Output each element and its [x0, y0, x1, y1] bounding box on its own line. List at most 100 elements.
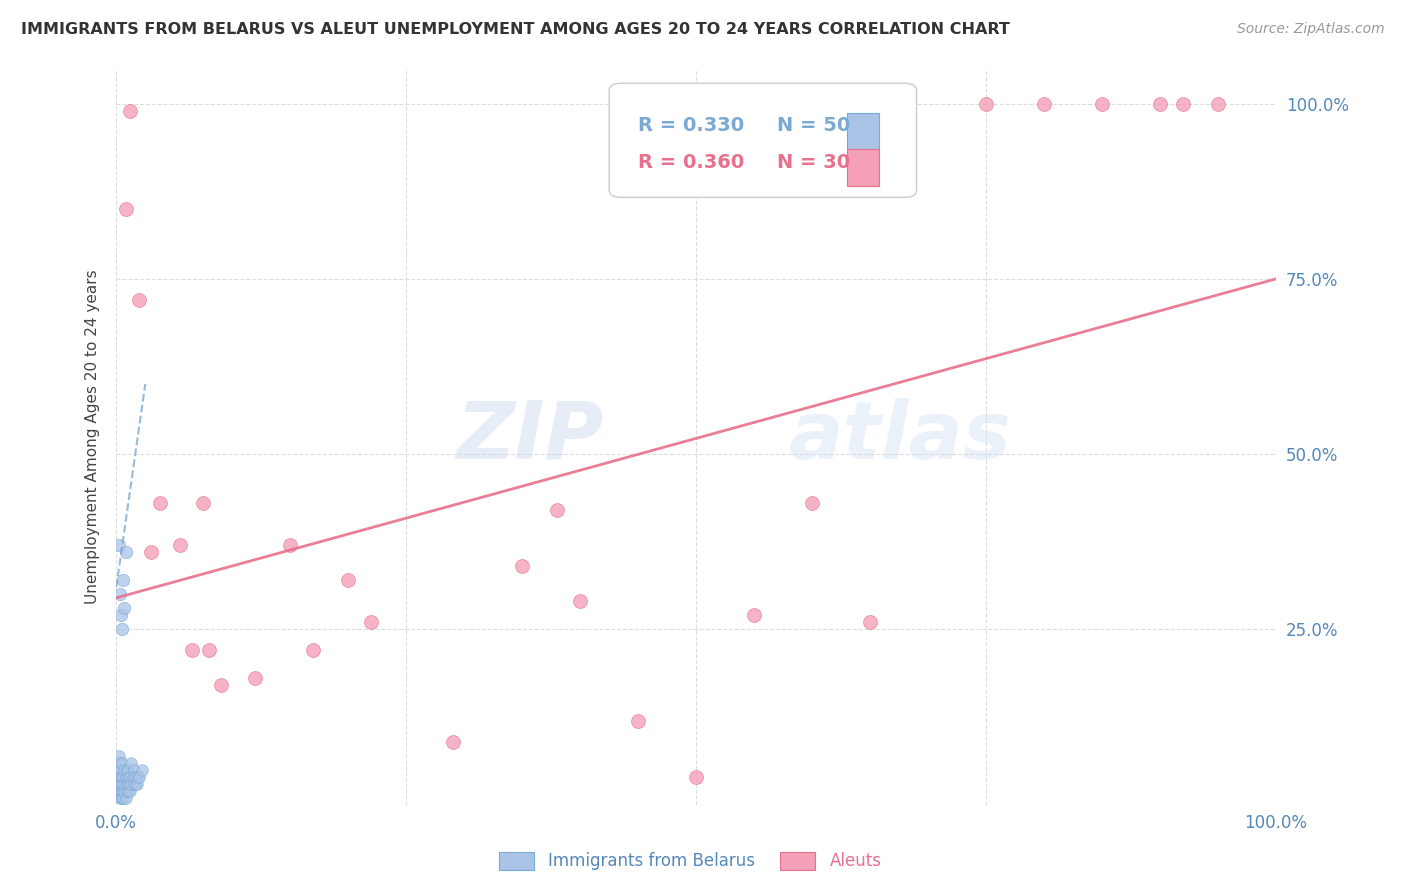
- Point: [149, 496, 172, 510]
- Point: [111, 623, 134, 637]
- Point: [360, 615, 382, 630]
- Point: [121, 770, 143, 784]
- Point: [209, 678, 232, 692]
- Point: [111, 777, 134, 791]
- Point: [245, 672, 267, 686]
- Point: [337, 574, 360, 588]
- Point: [114, 770, 136, 784]
- Point: [742, 608, 765, 623]
- Point: [120, 756, 142, 770]
- Point: [117, 783, 139, 797]
- Point: [114, 202, 136, 216]
- Text: Source: ZipAtlas.com: Source: ZipAtlas.com: [1237, 22, 1385, 37]
- Point: [120, 783, 142, 797]
- Point: [124, 770, 146, 784]
- Point: [107, 783, 129, 797]
- Point: [110, 763, 132, 777]
- Point: [110, 790, 132, 805]
- Point: [122, 777, 145, 791]
- Point: [110, 777, 132, 791]
- Point: [510, 559, 533, 574]
- Point: [111, 770, 134, 784]
- Point: [118, 770, 141, 784]
- Point: [111, 783, 134, 797]
- Text: N = 50: N = 50: [778, 117, 851, 136]
- Point: [112, 790, 135, 805]
- Point: [108, 783, 131, 797]
- Point: [198, 643, 221, 657]
- Point: [117, 777, 139, 791]
- Point: [108, 756, 131, 770]
- Point: [115, 783, 138, 797]
- Point: [111, 790, 134, 805]
- Point: [1091, 96, 1114, 111]
- Text: Aleuts: Aleuts: [830, 852, 882, 870]
- Point: [125, 777, 148, 791]
- Point: [107, 538, 129, 552]
- Point: [107, 748, 129, 763]
- Point: [120, 777, 142, 791]
- Point: [107, 770, 129, 784]
- Point: [685, 770, 707, 784]
- Point: [112, 777, 135, 791]
- Point: [127, 777, 149, 791]
- Point: [139, 545, 162, 559]
- Text: atlas: atlas: [789, 398, 1012, 475]
- Point: [1173, 96, 1195, 111]
- Point: [120, 770, 142, 784]
- Point: [108, 587, 131, 601]
- Point: [108, 770, 131, 784]
- Point: [111, 756, 134, 770]
- Point: [180, 643, 202, 657]
- Point: [569, 594, 592, 608]
- Point: [122, 763, 145, 777]
- Point: [127, 770, 149, 784]
- Text: IMMIGRANTS FROM BELARUS VS ALEUT UNEMPLOYMENT AMONG AGES 20 TO 24 YEARS CORRELAT: IMMIGRANTS FROM BELARUS VS ALEUT UNEMPLO…: [21, 22, 1010, 37]
- Point: [1149, 96, 1171, 111]
- Point: [112, 601, 135, 615]
- Point: [278, 538, 301, 552]
- Point: [108, 790, 131, 805]
- Point: [117, 763, 139, 777]
- Point: [1033, 96, 1056, 111]
- Point: [107, 777, 129, 791]
- Bar: [846, 112, 879, 150]
- Text: N = 30: N = 30: [778, 153, 851, 172]
- Point: [1206, 96, 1229, 111]
- Point: [801, 496, 824, 510]
- Point: [112, 783, 135, 797]
- Point: [859, 615, 882, 630]
- Point: [114, 545, 136, 559]
- Bar: [846, 150, 879, 186]
- Point: [169, 538, 191, 552]
- Point: [974, 96, 997, 111]
- Point: [441, 734, 464, 748]
- Y-axis label: Unemployment Among Ages 20 to 24 years: Unemployment Among Ages 20 to 24 years: [86, 269, 100, 604]
- Point: [112, 574, 135, 588]
- Point: [131, 763, 153, 777]
- Text: ZIP: ZIP: [456, 398, 603, 475]
- Point: [114, 777, 136, 791]
- Point: [115, 770, 138, 784]
- FancyBboxPatch shape: [609, 83, 917, 197]
- Point: [120, 103, 142, 118]
- Point: [118, 777, 141, 791]
- Point: [112, 770, 135, 784]
- Point: [107, 783, 129, 797]
- Text: R = 0.330: R = 0.330: [638, 117, 744, 136]
- Point: [112, 783, 135, 797]
- Point: [128, 293, 150, 307]
- Point: [115, 763, 138, 777]
- Point: [107, 763, 129, 777]
- Point: [546, 503, 568, 517]
- Point: [627, 714, 650, 728]
- Point: [128, 770, 150, 784]
- Point: [110, 783, 132, 797]
- Text: Immigrants from Belarus: Immigrants from Belarus: [548, 852, 755, 870]
- Point: [107, 777, 129, 791]
- Point: [302, 643, 325, 657]
- Point: [114, 790, 136, 805]
- Text: R = 0.360: R = 0.360: [638, 153, 744, 172]
- Point: [193, 496, 215, 510]
- Point: [112, 763, 135, 777]
